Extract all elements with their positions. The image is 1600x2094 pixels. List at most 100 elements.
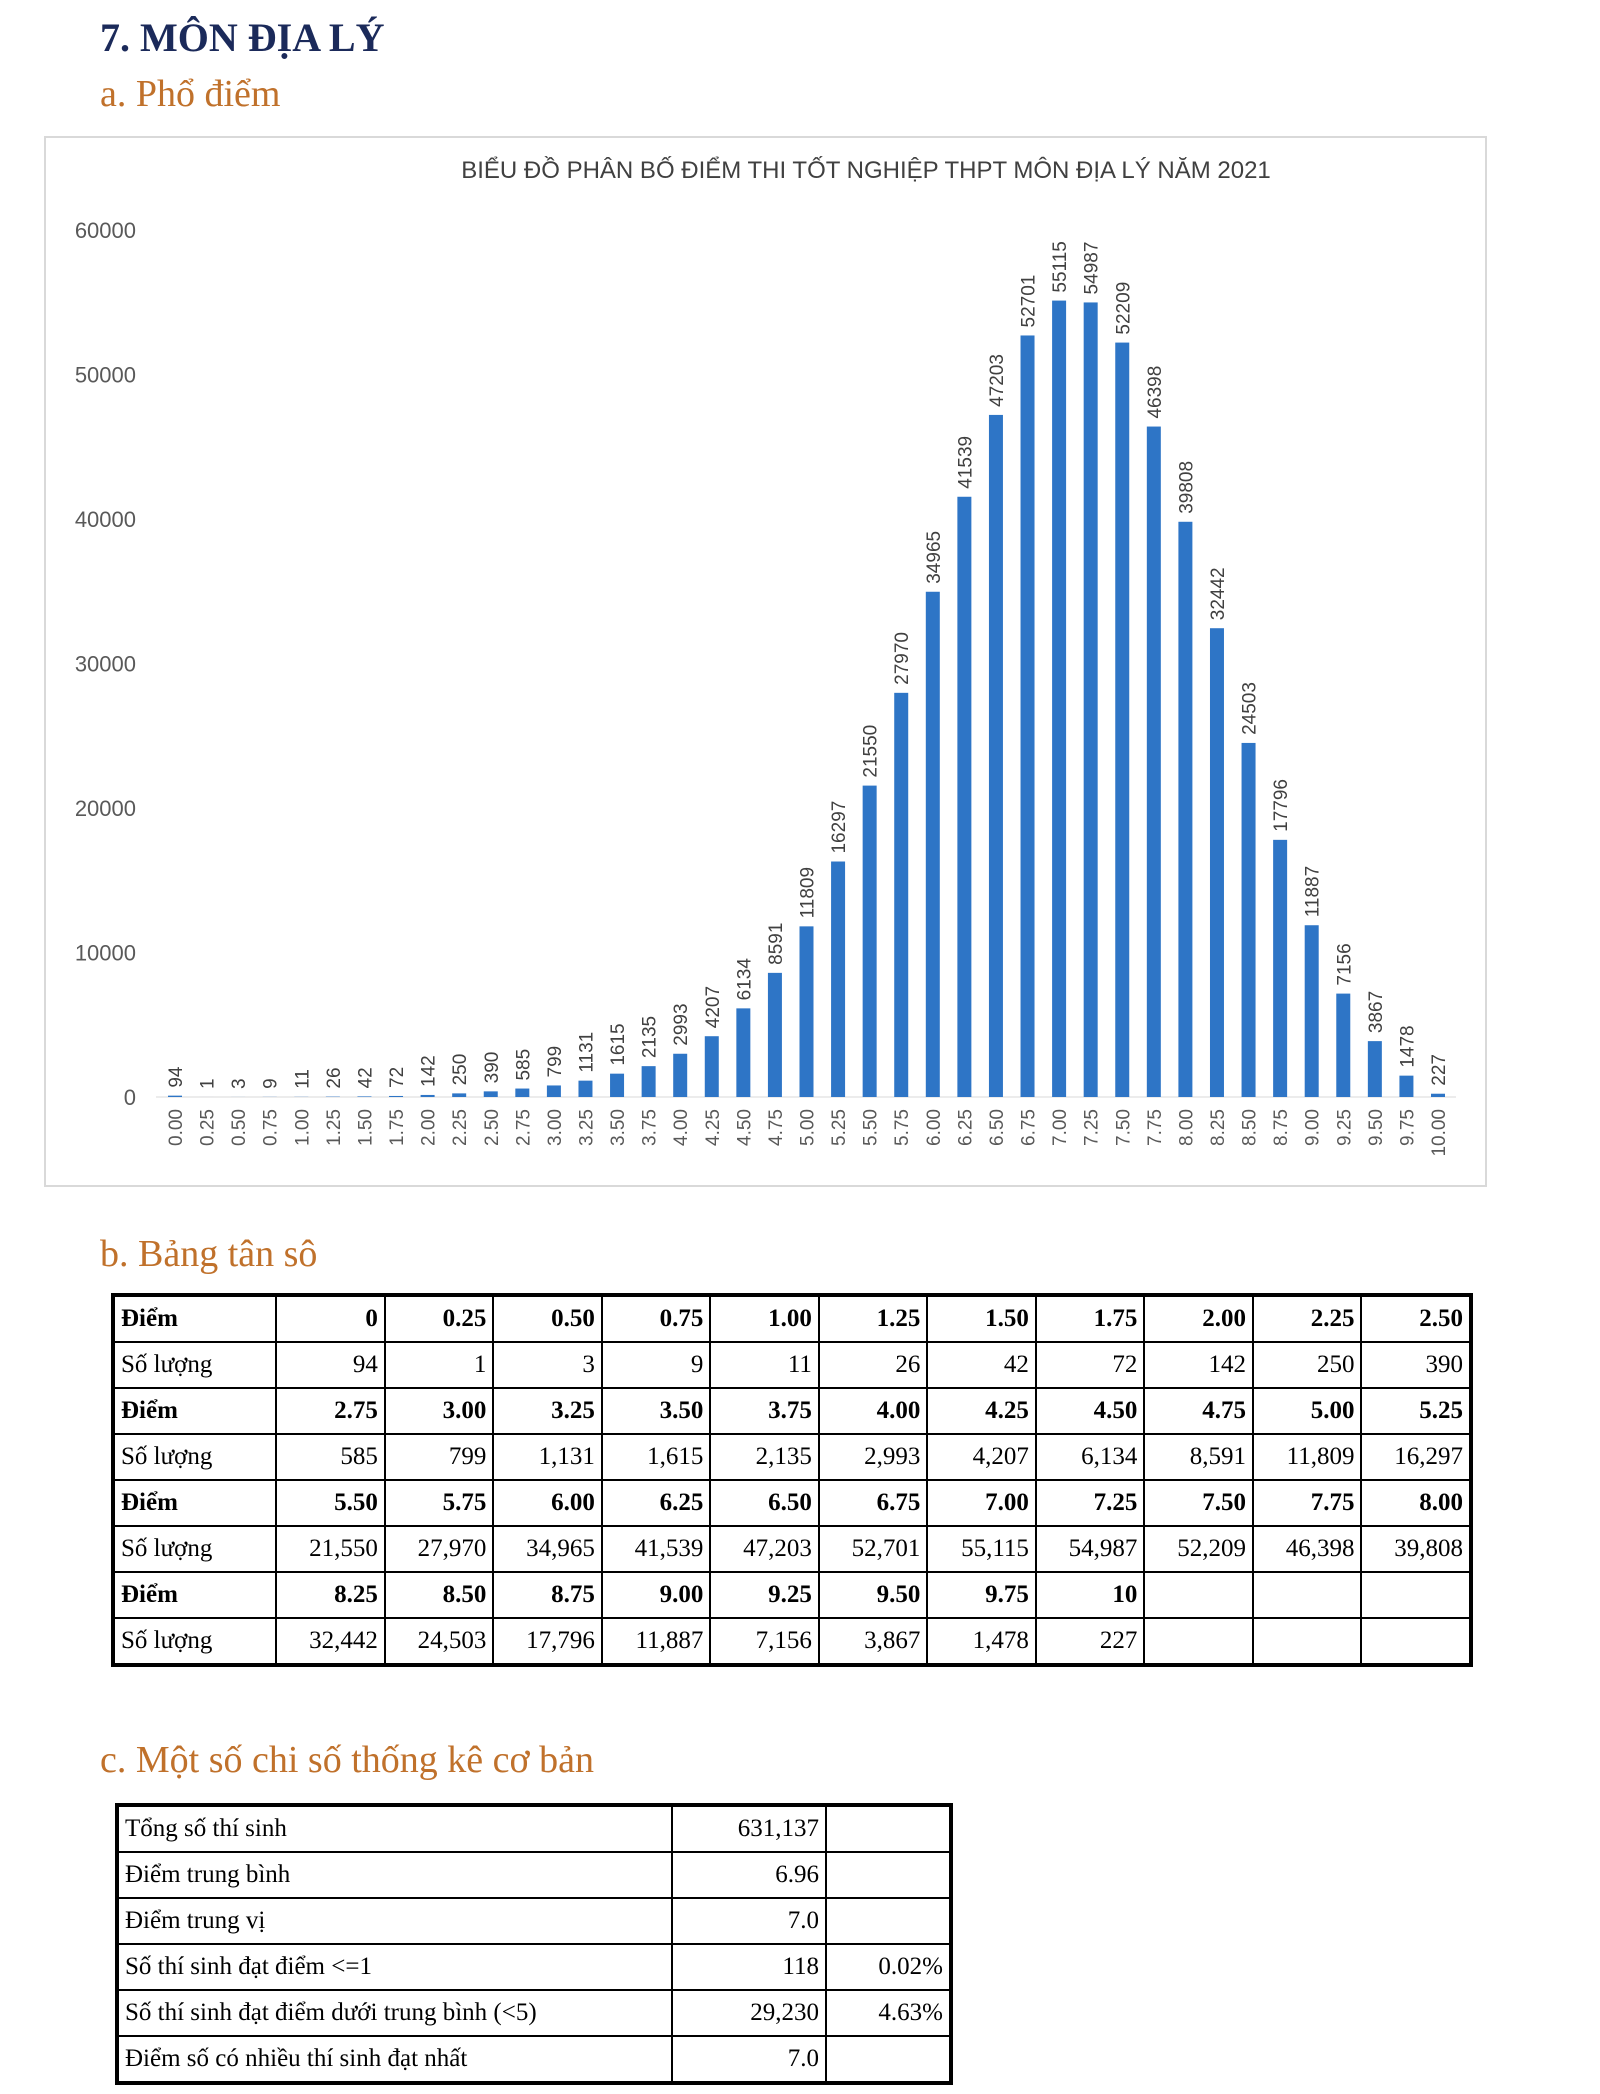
x-tick-label: 8.25 [1208,1109,1229,1146]
table-cell: 5.25 [1360,1387,1472,1435]
stats-row: Điểm số có nhiều thí sinh đạt nhất 7.0 [116,2035,952,2084]
table-cell: 6.50 [709,1479,820,1527]
table-cell: 8,591 [1143,1433,1254,1481]
table-cell: 3.50 [600,1387,712,1435]
x-tick-label: 5.50 [861,1109,882,1146]
stat-label: Tổng số thí sinh [116,1804,673,1853]
x-tick-label: 9.00 [1303,1109,1324,1146]
stat-percent: 4.63% [825,1989,952,2037]
stat-label: Số thí sinh đạt điểm <=1 [116,1943,673,1991]
bar [894,692,909,1097]
stats-row: Điểm trung bình 6.96 [116,1851,952,1899]
x-tick-label: 6.00 [924,1109,945,1146]
x-tick-label: 6.75 [1019,1109,1040,1146]
bar-value-label: 11809 [798,867,819,918]
bar [673,1053,688,1097]
bar-value-label: 16297 [829,801,850,854]
table-cell: 42 [926,1341,1037,1389]
table-cell: 34,965 [492,1525,603,1573]
table-cell: 8.75 [492,1571,603,1619]
table-cell [1251,1571,1363,1619]
x-tick-label: 8.00 [1176,1109,1197,1146]
frequency-table: Điểm 0 0.25 0.50 0.75 1.00 1.25 1.50 1.75 2.00 2.2… [111,1293,1473,1667]
table-cell [1360,1617,1472,1666]
x-tick-label: 0.75 [261,1109,282,1146]
bar [988,414,1003,1098]
row-label: Số lượng [111,1433,278,1481]
bar-value-label: 27970 [892,632,913,685]
table-cell: 9.25 [709,1571,820,1619]
table-cell: 4.50 [1034,1387,1146,1435]
table-cell: 585 [275,1433,386,1481]
subheading-stats: c. Một số chi số thống kê cơ bản [100,1739,594,1781]
x-tick-label: 5.75 [892,1109,913,1146]
bar [546,1085,561,1097]
x-tick-label: 0.00 [166,1109,187,1146]
table-cell: 2,135 [709,1433,820,1481]
table-cell: 4.75 [1143,1387,1254,1435]
bar [767,972,782,1097]
bar [420,1094,435,1097]
x-tick-label: 4.25 [703,1109,724,1146]
bar-value-label: 9 [261,1078,282,1089]
table-cell: 3 [492,1341,603,1389]
bar [1431,1093,1445,1097]
x-tick-label: 7.75 [1145,1109,1166,1146]
table-row: Số lượng 585 799 1,131 1,615 2,135 2,993 4,207 6… [111,1433,1472,1481]
subheading-frequency: b. Bảng tân sô [100,1233,318,1275]
stats-row: Số thí sinh đạt điểm dưới trung bình (<5… [116,1989,952,2037]
table-cell: 41,539 [600,1525,712,1573]
bar-value-label: 94 [166,1066,187,1088]
stat-label: Điểm trung vị [116,1897,673,1945]
table-cell: 6.75 [817,1479,929,1527]
table-cell: 7.75 [1251,1479,1363,1527]
bar [168,1095,182,1097]
table-cell: 1.00 [709,1294,820,1343]
table-cell: 2.00 [1143,1294,1254,1343]
table-cell: 47,203 [709,1525,820,1573]
table-row: Điểm 8.25 8.50 8.75 9.00 9.25 9.50 9.75 10 [111,1571,1472,1619]
x-tick-label: 7.25 [1082,1109,1103,1146]
x-tick-label: 10.00 [1429,1109,1450,1157]
bar-value-label: 1615 [608,1023,629,1065]
stat-percent [825,1897,952,1945]
table-cell: 2.75 [275,1387,386,1435]
table-cell: 7.00 [926,1479,1037,1527]
table-cell: 10 [1034,1571,1146,1619]
bar-value-label: 8591 [766,923,787,965]
table-cell: 11 [709,1341,820,1389]
bar-value-label: 2993 [671,1003,692,1045]
table-cell: 0 [275,1294,386,1343]
stat-label: Số thí sinh đạt điểm dưới trung bình (<5… [116,1989,673,2037]
stat-label: Điểm số có nhiều thí sinh đạt nhất [116,2035,673,2084]
stat-value: 7.0 [671,1897,827,1945]
table-cell [1360,1571,1472,1619]
x-tick-label: 4.50 [734,1109,755,1146]
x-tick-label: 8.75 [1271,1109,1292,1146]
table-cell: 227 [1034,1617,1146,1666]
table-cell: 72 [1034,1341,1146,1389]
x-tick-label: 7.00 [1050,1109,1071,1146]
table-cell: 1,615 [600,1433,712,1481]
table-cell: 94 [275,1341,386,1389]
x-tick-label: 2.50 [482,1109,503,1146]
table-cell: 5.50 [275,1479,386,1527]
table-cell: 1.50 [926,1294,1037,1343]
table-cell: 26 [817,1341,929,1389]
table-row: Điểm 2.75 3.00 3.25 3.50 3.75 4.00 4.25 4.50 4.75… [111,1387,1472,1435]
table-cell: 5.75 [383,1479,495,1527]
stats-row: Số thí sinh đạt điểm <=1 118 0.02% [116,1943,952,1991]
table-cell: 52,701 [817,1525,929,1573]
x-tick-label: 2.25 [450,1109,471,1146]
bar [1115,342,1130,1097]
bar-value-label: 142 [419,1055,440,1087]
table-cell: 7.50 [1143,1479,1254,1527]
table-cell: 16,297 [1360,1433,1472,1481]
x-tick-label: 4.75 [766,1109,787,1146]
table-cell: 3.00 [383,1387,495,1435]
table-cell: 39,808 [1360,1525,1472,1573]
row-label: Số lượng [111,1341,278,1389]
table-cell: 7.25 [1034,1479,1146,1527]
table-cell: 7,156 [709,1617,820,1666]
bar-value-label: 3 [229,1078,250,1089]
